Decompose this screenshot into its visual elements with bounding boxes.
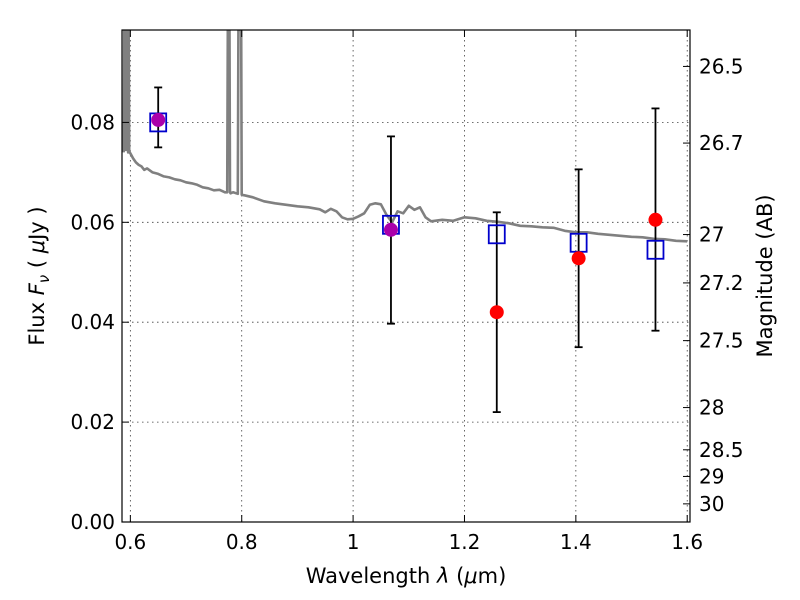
x-tick-label: 1.2: [449, 530, 481, 554]
y-tick-label: 0.08: [70, 110, 115, 134]
axis-ticks: [122, 30, 690, 523]
right-tick-label: 29: [699, 464, 724, 488]
x-tick-label: 1.4: [560, 530, 592, 554]
x-tick-label: 1: [347, 530, 360, 554]
observed-point: [489, 305, 504, 320]
right-tick-label: 27: [699, 223, 724, 247]
x-axis-label: Wavelength λ (μm): [306, 564, 507, 588]
right-tick-label: 26.7: [699, 131, 744, 155]
observed-point: [151, 112, 166, 127]
tick-labels: 0.6 0.8 1 1.2 1.4 1.6 0.00 0.02 0.04 0.06 0.08 26.5…: [70, 54, 743, 554]
grid-lines: [122, 30, 690, 523]
right-tick-label: 28: [699, 396, 724, 420]
right-tick-label: 30: [699, 492, 724, 516]
model-point: [487, 224, 506, 245]
spectrum-series: [122, 30, 688, 243]
plot-frame: [121, 29, 691, 523]
y-tick-label: 0.06: [70, 210, 115, 234]
right-tick-label: 26.5: [699, 54, 744, 78]
x-tick-label: 0.6: [114, 530, 146, 554]
x-tick-label: 1.6: [671, 530, 703, 554]
y-tick-label: 0.02: [70, 410, 115, 434]
observed-points: [151, 112, 663, 320]
observed-point: [571, 251, 586, 266]
observed-point: [383, 222, 398, 237]
spectrum-line: [122, 30, 688, 243]
right-tick-label: 27.5: [699, 329, 744, 353]
model-point: [646, 239, 665, 260]
y-tick-label: 0.00: [70, 510, 115, 534]
right-tick-label: 28.5: [699, 438, 744, 462]
y-tick-label: 0.04: [70, 310, 115, 334]
observed-point: [648, 212, 663, 227]
right-tick-label: 27.2: [699, 271, 744, 295]
y-axis-label: Flux Fν ( μJy ): [25, 206, 53, 345]
right-axis-label: Magnitude (AB): [753, 194, 777, 357]
x-tick-label: 0.8: [226, 530, 258, 554]
